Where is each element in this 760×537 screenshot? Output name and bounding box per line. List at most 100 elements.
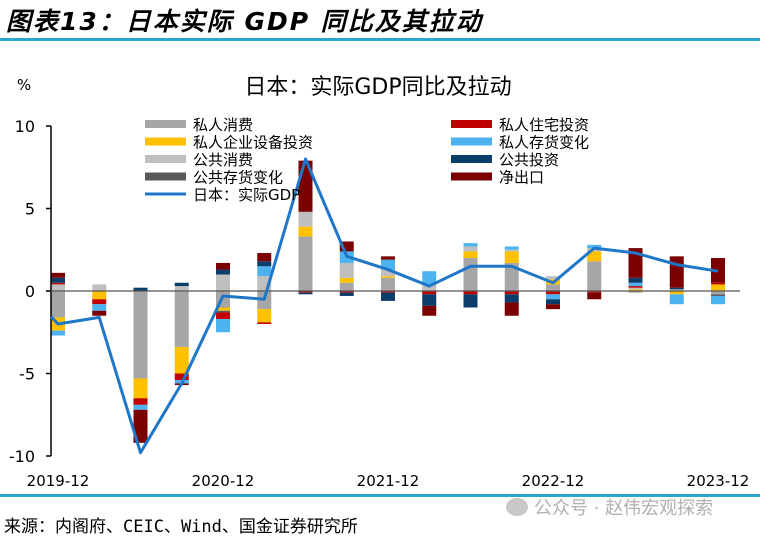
bar-segment-2021-06-s1 bbox=[299, 227, 313, 237]
bar-segment-2020-09-s0 bbox=[175, 291, 189, 347]
legend-swatch bbox=[451, 155, 492, 163]
legend-swatch bbox=[451, 120, 492, 128]
source-note: 来源：内阁府、CEIC、Wind、国金证券研究所 bbox=[4, 512, 358, 537]
bar-segment-2020-03-s1 bbox=[92, 291, 106, 299]
bar-segment-2021-09-s0 bbox=[340, 283, 354, 291]
bar-segment-2019-12-s4 bbox=[51, 283, 65, 285]
bar-segment-2019-12-s6 bbox=[51, 278, 65, 283]
bar-segment-2023-09-s5 bbox=[670, 294, 684, 304]
bar-segment-2023-03-s7 bbox=[587, 293, 601, 300]
bar-segment-2022-06-s2 bbox=[464, 246, 478, 251]
bar-segment-2022-09-s1 bbox=[505, 251, 519, 263]
gdp-line bbox=[51, 159, 718, 453]
bar-segment-2021-09-s2 bbox=[340, 263, 354, 278]
legend-label: 私人存货变化 bbox=[499, 134, 589, 152]
bar-segment-2020-09-s2 bbox=[175, 286, 189, 291]
x-tick-label: 2021-12 bbox=[357, 472, 420, 490]
bar-segment-2019-12-s2 bbox=[51, 284, 65, 291]
legend-label: 净出口 bbox=[499, 169, 544, 187]
bar-segment-2021-06-s6 bbox=[299, 293, 313, 295]
legend-swatch bbox=[145, 155, 186, 163]
bar-segment-2022-09-s7 bbox=[505, 303, 519, 316]
bar-segment-2023-12-s5 bbox=[711, 296, 725, 304]
legend-label: 私人企业设备投资 bbox=[193, 134, 313, 152]
wechat-icon bbox=[506, 498, 528, 516]
bar-segment-2022-09-s2 bbox=[505, 250, 519, 252]
bar-segment-2021-03-s5 bbox=[257, 266, 271, 276]
bar-segment-2020-03-s2 bbox=[92, 284, 106, 291]
bar-segment-2020-12-s7 bbox=[216, 263, 230, 270]
x-tick-label: 2019-12 bbox=[27, 472, 90, 490]
x-tick-label: 2023-12 bbox=[687, 472, 750, 490]
legend-swatch bbox=[145, 138, 186, 146]
legend-label: 公共消费 bbox=[193, 151, 253, 169]
bar-segment-2023-06-s6 bbox=[629, 278, 643, 283]
bar-segment-2023-12-s1 bbox=[711, 284, 725, 291]
chart-title: 日本：实际GDP同比及拉动 bbox=[244, 75, 511, 100]
y-tick-label: -5 bbox=[19, 365, 35, 384]
bar-segment-2023-06-s2 bbox=[629, 288, 643, 290]
y-axis-label: % bbox=[17, 76, 31, 94]
bar-segment-2019-12-s7 bbox=[51, 273, 65, 278]
bar-segment-2022-06-s5 bbox=[464, 243, 478, 246]
y-tick-label: 10 bbox=[15, 117, 35, 136]
bar-segment-2023-06-s4 bbox=[629, 286, 643, 288]
bar-segment-2021-09-s6 bbox=[340, 293, 354, 296]
bar-segment-2023-03-s0 bbox=[587, 261, 601, 291]
legend-label: 私人住宅投资 bbox=[499, 116, 589, 134]
bar-segment-2020-06-s0 bbox=[134, 291, 148, 378]
bar-segment-2020-12-s2 bbox=[216, 275, 230, 292]
legend-swatch bbox=[145, 120, 186, 128]
bar-segment-2021-12-s6 bbox=[381, 293, 395, 301]
bar-segment-2022-06-s0 bbox=[464, 258, 478, 291]
x-tick-label: 2020-12 bbox=[192, 472, 255, 490]
legend-swatch bbox=[451, 173, 492, 181]
bar-segment-2021-03-s7 bbox=[257, 253, 271, 261]
bar-segment-2020-06-s5 bbox=[134, 405, 148, 410]
bar-segment-2020-06-s4 bbox=[134, 398, 148, 405]
watermark: 公众号 · 赵伟宏观探索 bbox=[506, 494, 713, 520]
legend-label: 公共投资 bbox=[499, 151, 559, 169]
bar-segment-2022-12-s7 bbox=[546, 304, 560, 309]
bar-segment-2021-06-s0 bbox=[299, 237, 313, 291]
bar-segment-2020-03-s7 bbox=[92, 311, 106, 316]
bar-segment-2020-12-s5 bbox=[216, 319, 230, 332]
bar-segment-2022-06-s6 bbox=[464, 294, 478, 307]
bar-segment-2021-06-s2 bbox=[299, 212, 313, 227]
bar-segment-2021-03-s6 bbox=[257, 261, 271, 266]
bar-segment-2020-03-s4 bbox=[92, 299, 106, 304]
legend-swatch bbox=[145, 173, 186, 181]
legend-label: 公共存货变化 bbox=[193, 169, 283, 187]
bar-segment-2021-03-s4 bbox=[257, 322, 271, 324]
bar-segment-2023-09-s6 bbox=[670, 288, 684, 290]
bar-segment-2022-12-s5 bbox=[546, 294, 560, 299]
bar-segment-2021-12-s0 bbox=[381, 278, 395, 291]
bar-segment-2021-09-s1 bbox=[340, 278, 354, 283]
bar-segment-2023-12-s3 bbox=[711, 294, 725, 296]
bar-segment-2021-12-s7 bbox=[381, 256, 395, 259]
bar-segment-2022-03-s6 bbox=[422, 294, 436, 306]
bar-segment-2022-09-s5 bbox=[505, 246, 519, 249]
bar-segment-2020-03-s5 bbox=[92, 304, 106, 311]
legend-label: 私人消费 bbox=[193, 116, 253, 134]
watermark-text: 公众号 · 赵伟宏观探索 bbox=[534, 494, 713, 520]
bar-segment-2022-09-s6 bbox=[505, 294, 519, 302]
chart: 日本：实际GDP同比及拉动 % 10 5 0 -5 -10 2019-12 2020-12 2… bbox=[0, 0, 760, 494]
y-tick-label: 5 bbox=[25, 200, 35, 219]
bar-segment-2022-06-s1 bbox=[464, 251, 478, 258]
x-tick-label: 2022-12 bbox=[522, 472, 585, 490]
y-tick-label: -10 bbox=[9, 447, 35, 466]
bar-segment-2021-12-s1 bbox=[381, 276, 395, 278]
bar-segment-2019-12-s5 bbox=[51, 331, 65, 336]
y-tick-label: 0 bbox=[25, 282, 35, 301]
bar-segment-2022-12-s0 bbox=[546, 284, 560, 291]
legend-label: 日本：实际GDP bbox=[193, 186, 300, 204]
bar-segment-2022-03-s7 bbox=[422, 306, 436, 316]
bar-segment-2019-12-s0 bbox=[51, 291, 65, 317]
bar-segment-2020-09-s6 bbox=[175, 283, 189, 286]
bar-segment-2023-06-s5 bbox=[629, 283, 643, 286]
bar-segment-2023-12-s4 bbox=[711, 283, 725, 285]
bar-segment-2023-09-s7 bbox=[670, 256, 684, 287]
bar-segment-2020-06-s1 bbox=[134, 378, 148, 398]
bar-segment-2022-12-s6 bbox=[546, 299, 560, 304]
